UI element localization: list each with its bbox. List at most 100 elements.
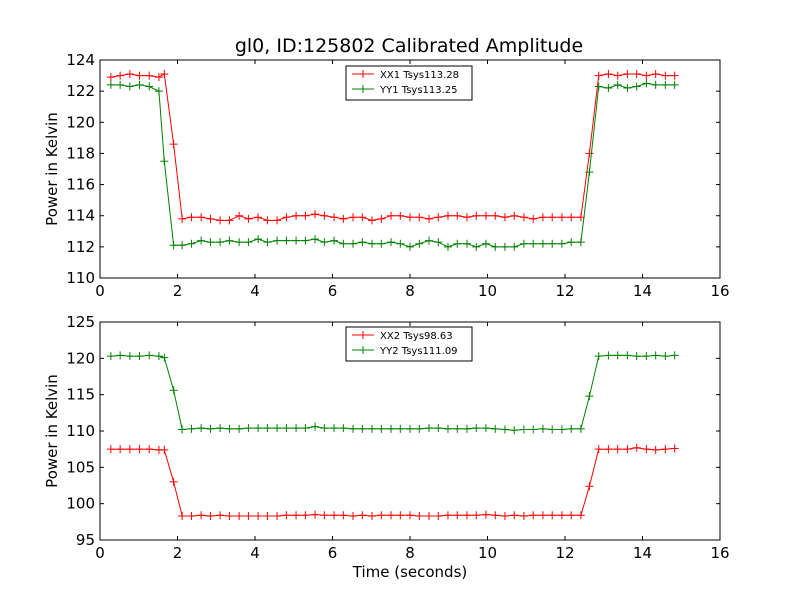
data-point bbox=[661, 352, 670, 361]
y-tick-label: 125 bbox=[66, 313, 95, 331]
data-point bbox=[481, 510, 490, 519]
series-line-0-1 bbox=[110, 82, 675, 248]
figure-title: gl0, ID:125802 Calibrated Amplitude bbox=[235, 35, 583, 57]
data-point bbox=[225, 512, 234, 521]
legend-label: YY1 Tsys113.25 bbox=[379, 85, 458, 96]
data-point bbox=[576, 511, 585, 520]
data-point bbox=[178, 241, 187, 250]
data-point bbox=[160, 445, 169, 454]
data-point bbox=[125, 352, 134, 361]
data-point bbox=[125, 70, 134, 79]
data-point bbox=[206, 238, 215, 247]
data-point bbox=[311, 235, 320, 244]
data-point bbox=[254, 235, 263, 244]
data-point bbox=[330, 424, 339, 433]
data-point bbox=[594, 445, 603, 454]
data-point bbox=[225, 216, 234, 225]
data-point bbox=[557, 213, 566, 222]
data-point bbox=[311, 210, 320, 219]
data-point bbox=[424, 424, 433, 433]
data-point bbox=[415, 424, 424, 433]
data-point bbox=[254, 512, 263, 521]
y-tick-label: 112 bbox=[66, 238, 95, 256]
data-point bbox=[642, 445, 651, 454]
data-point bbox=[330, 213, 339, 222]
data-point bbox=[377, 214, 386, 223]
data-point bbox=[443, 242, 452, 251]
data-point bbox=[472, 511, 481, 520]
x-tick-label: 14 bbox=[633, 282, 652, 300]
data-point bbox=[244, 512, 253, 521]
x-tick-label: 8 bbox=[405, 544, 415, 562]
y-tick-label: 100 bbox=[66, 495, 95, 513]
legend-box bbox=[345, 65, 473, 101]
data-point bbox=[453, 511, 462, 520]
data-point bbox=[548, 239, 557, 248]
data-point bbox=[244, 238, 253, 247]
data-point bbox=[472, 242, 481, 251]
top-chart-panel: 0 2 4 6 8 10 12 14 16 110 112 114 116 118 120 122 124 Pow… bbox=[43, 51, 730, 300]
data-point bbox=[500, 242, 509, 251]
data-point bbox=[500, 425, 509, 434]
data-point bbox=[396, 239, 405, 248]
data-point bbox=[661, 80, 670, 89]
data-point bbox=[225, 236, 234, 245]
data-point bbox=[135, 80, 144, 89]
data-point bbox=[273, 236, 282, 245]
data-point bbox=[453, 211, 462, 220]
data-point bbox=[160, 157, 169, 166]
data-point bbox=[481, 424, 490, 433]
data-point bbox=[387, 424, 396, 433]
data-point bbox=[187, 213, 196, 222]
legend-marker bbox=[359, 331, 367, 339]
data-point bbox=[225, 424, 234, 433]
data-point bbox=[415, 512, 424, 521]
x-tick-label: 2 bbox=[173, 282, 183, 300]
legend-label: XX1 Tsys113.28 bbox=[380, 70, 459, 81]
data-point bbox=[604, 445, 613, 454]
data-point bbox=[339, 511, 348, 520]
data-point bbox=[585, 168, 594, 177]
data-point bbox=[594, 82, 603, 91]
x-tick-label: 16 bbox=[710, 544, 729, 562]
data-point bbox=[472, 211, 481, 220]
data-point bbox=[358, 511, 367, 520]
data-point bbox=[145, 82, 154, 91]
data-point bbox=[567, 511, 576, 520]
data-point bbox=[320, 238, 329, 247]
data-point bbox=[358, 213, 367, 222]
data-point bbox=[197, 511, 206, 520]
data-point bbox=[434, 238, 443, 247]
data-point bbox=[216, 424, 225, 433]
data-point bbox=[169, 386, 178, 395]
data-point bbox=[406, 511, 414, 520]
data-point bbox=[216, 238, 225, 247]
data-point bbox=[178, 512, 187, 521]
x-axis-label: Time (seconds) bbox=[352, 563, 468, 581]
data-point bbox=[557, 239, 566, 248]
data-point bbox=[216, 511, 225, 520]
data-point bbox=[613, 80, 622, 89]
data-point bbox=[273, 424, 282, 433]
data-point bbox=[396, 211, 405, 220]
data-point bbox=[632, 82, 641, 91]
data-point bbox=[169, 140, 178, 149]
data-point bbox=[154, 87, 163, 96]
data-point bbox=[235, 211, 244, 220]
data-point bbox=[206, 214, 215, 223]
data-point bbox=[406, 213, 414, 222]
x-tick-label: 2 bbox=[173, 544, 183, 562]
data-point bbox=[557, 425, 566, 434]
data-point bbox=[116, 71, 125, 80]
series-line-1-0 bbox=[110, 447, 675, 517]
data-point bbox=[670, 80, 679, 89]
legend-label: YY2 Tsys111.09 bbox=[379, 346, 458, 357]
data-point bbox=[197, 236, 206, 245]
data-point bbox=[206, 512, 215, 521]
data-point bbox=[273, 512, 282, 521]
x-tick-label: 6 bbox=[328, 282, 338, 300]
data-point bbox=[292, 511, 301, 520]
data-point bbox=[462, 424, 471, 433]
data-point bbox=[661, 445, 670, 454]
